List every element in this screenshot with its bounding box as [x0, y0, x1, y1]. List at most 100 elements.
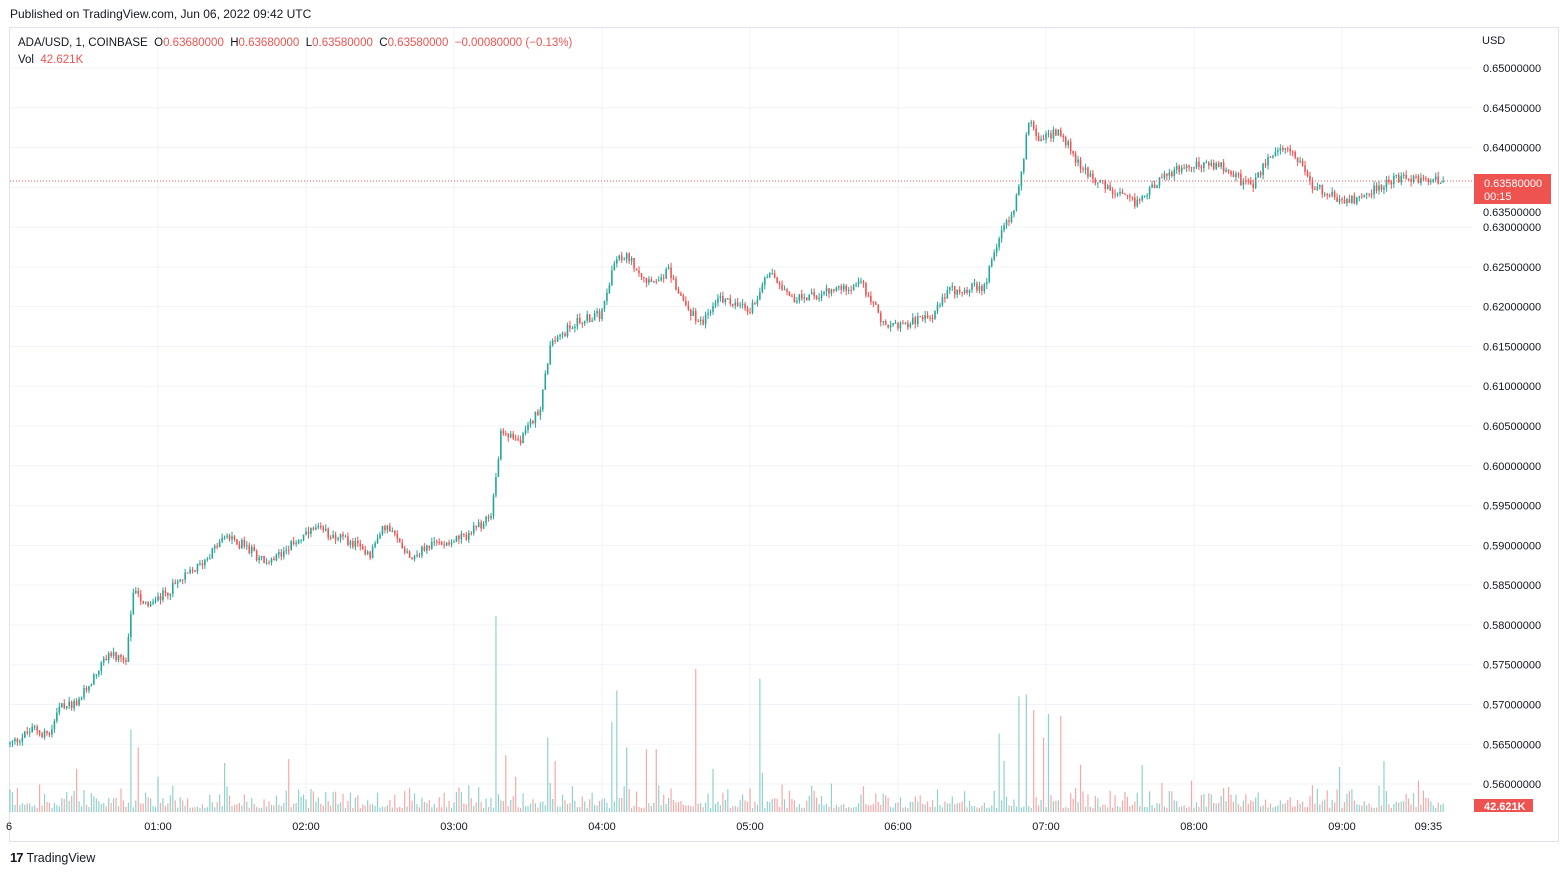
candle-body	[1067, 141, 1070, 146]
candle-body	[1279, 148, 1282, 151]
volume-bar	[500, 800, 502, 812]
tradingview-logo[interactable]: 17 TradingView	[10, 850, 96, 865]
candle-body	[1171, 172, 1173, 177]
volume-bar	[1245, 794, 1247, 812]
candle-body	[931, 317, 934, 319]
candle-body	[924, 315, 926, 320]
candle-body	[149, 603, 152, 607]
candle-body	[147, 601, 149, 607]
candle-body	[68, 701, 71, 707]
candle-body	[1153, 184, 1156, 188]
candle-body	[1203, 162, 1205, 169]
volume-bar	[1316, 788, 1318, 812]
volume-bar	[1400, 801, 1402, 812]
volume-bar	[480, 802, 482, 812]
volume-bar	[571, 786, 574, 812]
candle-body	[361, 546, 364, 550]
candle-body	[630, 257, 633, 262]
volume-bar	[1346, 793, 1348, 812]
volume-bar	[1326, 790, 1328, 812]
volume-bar	[835, 804, 837, 812]
candle-body	[877, 304, 880, 313]
volume-bar	[1077, 802, 1079, 812]
volume-bar	[956, 803, 958, 812]
candle-body	[465, 534, 468, 540]
candle-body	[1422, 177, 1425, 179]
candle-body	[569, 325, 571, 329]
candle-body	[1146, 195, 1148, 197]
candle-body	[766, 277, 769, 279]
volume-bar	[512, 796, 514, 812]
volume-row: Vol 42.621K	[18, 54, 84, 66]
candle-body	[963, 289, 966, 294]
candle-body	[1338, 199, 1341, 202]
volume-bar	[1183, 805, 1185, 812]
candle-body	[487, 516, 490, 519]
volume-bar	[1255, 797, 1257, 812]
price-axis: 0.65000000 0.64500000 0.64000000 0.63500000…	[1483, 63, 1541, 791]
volume-bar	[497, 794, 500, 812]
volume-bar	[1126, 796, 1129, 812]
candle-body	[1173, 169, 1176, 177]
candle-body	[591, 320, 593, 322]
candle-body	[105, 658, 108, 661]
volume-bar	[1018, 696, 1020, 812]
volume-bar	[909, 801, 911, 812]
volume-bar	[431, 807, 433, 812]
candle-body	[216, 545, 219, 548]
volume-bar	[1277, 805, 1279, 812]
volume-bar	[1242, 800, 1244, 812]
volume-bar	[83, 789, 85, 812]
candle-body	[746, 308, 749, 312]
volume-bar	[983, 802, 985, 812]
candle-body	[83, 688, 85, 698]
volume-bar	[1099, 806, 1101, 812]
candle-body	[88, 686, 90, 691]
candle-body	[19, 741, 21, 743]
candle-body	[1141, 196, 1144, 200]
volume-bar	[857, 803, 860, 812]
candle-body	[80, 697, 83, 699]
candle-body	[1402, 174, 1405, 177]
volume-bar	[801, 807, 803, 812]
volume-bar	[1146, 807, 1148, 812]
candle-body	[122, 657, 125, 661]
volume-bar	[1385, 791, 1388, 812]
volume-bar	[759, 678, 761, 812]
candle-body	[727, 298, 729, 300]
volume-bar	[961, 801, 963, 812]
volume-bar	[959, 802, 961, 812]
volume-bar	[779, 807, 781, 812]
candle-body	[502, 430, 505, 434]
volume-bar	[1375, 807, 1378, 812]
candle-body	[734, 302, 737, 306]
volume-bar	[623, 786, 625, 812]
candle-body	[729, 298, 732, 305]
candle-body	[998, 238, 1000, 248]
volume-bar	[441, 807, 443, 812]
candle-body	[1092, 173, 1094, 179]
candle-body	[463, 533, 465, 535]
candle-body	[625, 253, 628, 260]
candle-body	[1434, 176, 1437, 180]
candle-body	[1395, 175, 1398, 177]
volume-bar	[342, 793, 344, 812]
volume-bar	[453, 802, 455, 812]
candle-body	[1195, 161, 1198, 168]
volume-bar	[204, 807, 206, 812]
volume-bar	[788, 790, 791, 812]
volume-bar	[705, 802, 707, 812]
candle-body	[65, 706, 68, 709]
candle-body	[946, 290, 949, 299]
volume-bar	[214, 807, 216, 812]
time-tick: 04:00	[588, 821, 616, 833]
candle-body	[268, 562, 270, 564]
volume-bar	[1289, 796, 1291, 812]
open-value: 0.63680000	[163, 37, 224, 49]
volume-bar	[1195, 802, 1198, 812]
volume-bar	[904, 807, 907, 812]
candle-body	[539, 409, 542, 416]
candle-body	[490, 516, 492, 519]
candle-body	[1235, 173, 1237, 177]
